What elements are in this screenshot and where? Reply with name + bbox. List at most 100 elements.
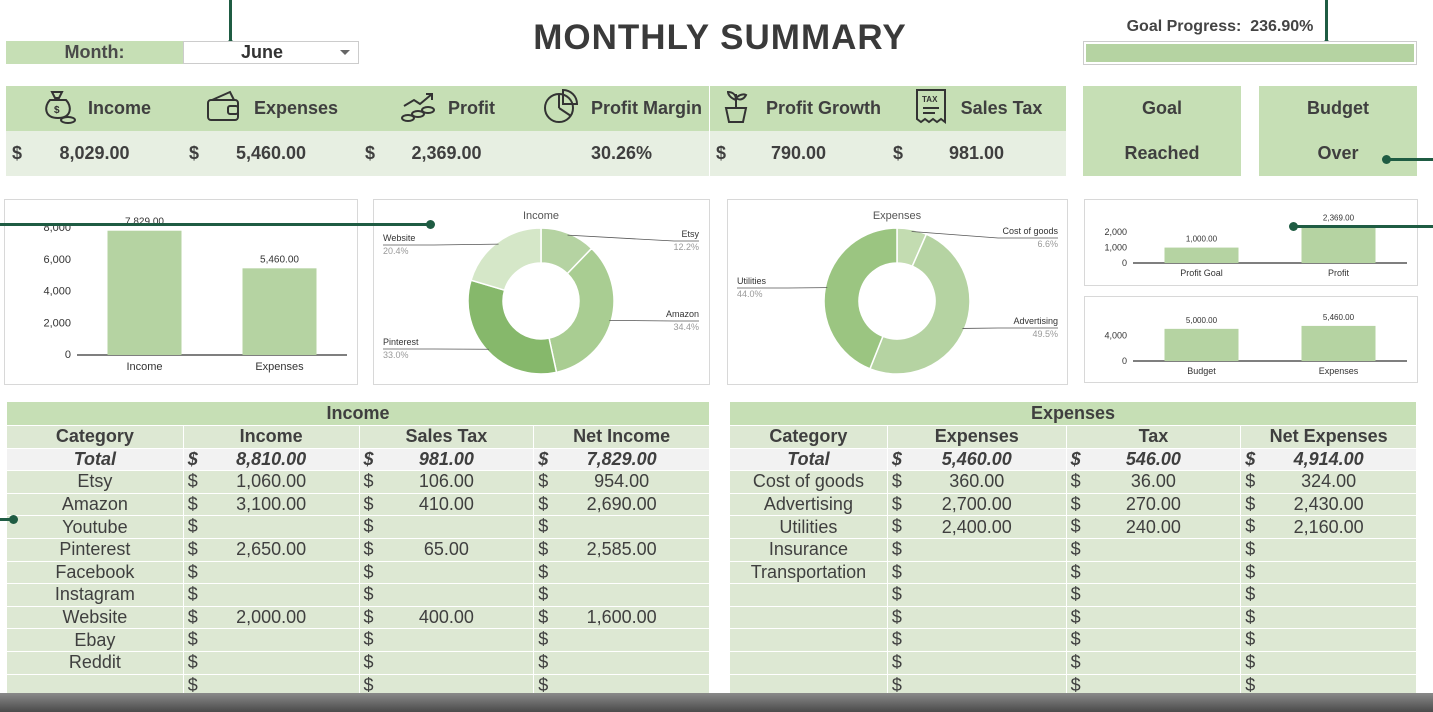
tax-cell: $ (359, 561, 534, 584)
income-cell: $2,000.00 (183, 606, 359, 629)
tax-cell: $ (1066, 561, 1241, 584)
currency-symbol: $ (1245, 652, 1255, 673)
connector-line (1293, 225, 1433, 228)
currency-symbol: $ (892, 652, 902, 673)
income-cell: $ (887, 606, 1066, 629)
kpi-label: Sales Tax (961, 98, 1043, 119)
connector-line (229, 0, 232, 44)
table-row: Website $2,000.00 $400.00 $1,600.00 (7, 606, 710, 629)
tax-receipt-icon: TAX (911, 86, 951, 131)
currency-symbol: $ (716, 131, 726, 176)
category-cell: Reddit (7, 651, 184, 674)
tax-cell: $546.00 (1066, 448, 1241, 471)
net-cell: $ (534, 629, 710, 652)
net-cell: $ (1241, 606, 1417, 629)
leader-line (383, 244, 499, 245)
slice-label: Etsy (681, 229, 699, 239)
data-label: 5,460.00 (1323, 313, 1355, 322)
net-cell: $2,690.00 (534, 493, 710, 516)
income-table: Income Category Income Sales Tax Net Income T… (6, 401, 710, 697)
y-tick-label: 0 (1122, 258, 1127, 268)
income-cell: $ (887, 538, 1066, 561)
currency-symbol: $ (892, 629, 902, 650)
net-cell: $954.00 (534, 471, 710, 494)
tax-cell: $ (1066, 629, 1241, 652)
currency-symbol: $ (364, 471, 374, 492)
category-cell: Advertising (730, 493, 888, 516)
currency-symbol: $ (538, 607, 548, 628)
table-row: Advertising $2,700.00 $270.00 $2,430.00 (730, 493, 1417, 516)
table-row: Ebay $ $ $ (7, 629, 710, 652)
budget-status-card: Budget Over (1259, 86, 1417, 176)
coins-growth-icon (398, 86, 438, 131)
y-tick-label: 2,000 (1104, 227, 1127, 237)
y-tick-label: 0 (65, 349, 71, 361)
table-row: $ $ $ (730, 651, 1417, 674)
pie-chart-icon (541, 86, 581, 131)
currency-symbol: $ (1245, 562, 1255, 583)
currency-symbol: $ (189, 131, 199, 176)
income-section-title: Income (7, 402, 710, 426)
expenses-section-title: Expenses (730, 402, 1417, 426)
currency-symbol: $ (364, 449, 374, 470)
income-cell: $360.00 (887, 471, 1066, 494)
currency-symbol: $ (538, 562, 548, 583)
table-row: Facebook $ $ $ (7, 561, 710, 584)
kpi-header: Profit Margin (534, 86, 709, 131)
chevron-down-icon[interactable] (340, 50, 350, 55)
currency-symbol: $ (188, 539, 198, 560)
currency-symbol: $ (1071, 494, 1081, 515)
kpi-value: 30.26% (534, 131, 709, 176)
money-bag-icon: $ (38, 86, 78, 131)
profit-goal-bar-chart: 0 1,000 2,000 1,000.00 Profit Goal 2,369.00 Pr… (1084, 199, 1418, 286)
total-row: Total $8,810.00 $981.00 $7,829.00 (7, 448, 710, 471)
currency-symbol: $ (1071, 449, 1081, 470)
month-dropdown[interactable]: June (183, 41, 359, 64)
column-header: Income (183, 426, 359, 449)
net-cell: $ (1241, 651, 1417, 674)
tax-cell: $ (359, 629, 534, 652)
slice-pinterest (468, 280, 556, 374)
tax-cell: $ (1066, 606, 1241, 629)
income-cell: $1,060.00 (183, 471, 359, 494)
tax-cell: $ (359, 584, 534, 607)
income-cell: $ (887, 651, 1066, 674)
table-row: Amazon $3,100.00 $410.00 $2,690.00 (7, 493, 710, 516)
goal-progress-fill (1086, 44, 1414, 62)
connector-line (1386, 158, 1433, 161)
goal-status-value: Reached (1083, 131, 1241, 176)
table-row: Insurance $ $ $ (730, 538, 1417, 561)
net-cell: $2,160.00 (1241, 516, 1417, 539)
income-cell: $ (183, 629, 359, 652)
category-cell: Ebay (7, 629, 184, 652)
column-header: Expenses (887, 426, 1066, 449)
x-tick-label: Expenses (1319, 366, 1359, 376)
currency-symbol: $ (364, 629, 374, 650)
page-title: MONTHLY SUMMARY (520, 18, 920, 58)
y-tick-label: 2,000 (43, 317, 71, 329)
goal-progress-value: 236.90% (1250, 18, 1313, 35)
income-cell: $ (887, 584, 1066, 607)
category-cell: Website (7, 606, 184, 629)
connector-dot (426, 220, 435, 229)
currency-symbol: $ (1071, 516, 1081, 537)
bar-profit (1302, 226, 1376, 263)
currency-symbol: $ (538, 516, 548, 537)
month-label: Month: (6, 41, 183, 64)
currency-symbol: $ (364, 494, 374, 515)
slice-percent: 44.0% (737, 289, 763, 299)
kpi-card-expenses: Expenses $5,460.00 (183, 86, 359, 176)
slice-website (471, 228, 541, 290)
goal-progress-label: Goal Progress: 236.90% (1100, 18, 1340, 36)
total-row: Total $5,460.00 $546.00 $4,914.00 (730, 448, 1417, 471)
y-tick-label: 1,000 (1104, 243, 1127, 253)
category-cell: Utilities (730, 516, 888, 539)
tax-cell: $270.00 (1066, 493, 1241, 516)
currency-symbol: $ (893, 131, 903, 176)
category-cell: Facebook (7, 561, 184, 584)
category-cell (730, 651, 888, 674)
currency-symbol: $ (1071, 629, 1081, 650)
net-cell: $1,600.00 (534, 606, 710, 629)
category-cell (730, 606, 888, 629)
tax-cell: $65.00 (359, 538, 534, 561)
